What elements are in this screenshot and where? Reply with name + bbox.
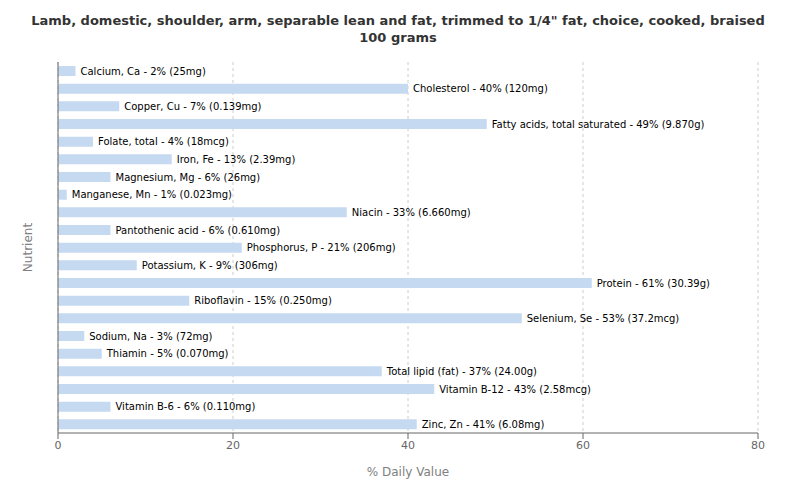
svg-text:Fatty acids, total saturated -: Fatty acids, total saturated - 49% (9.87… <box>492 119 705 130</box>
svg-text:60: 60 <box>576 439 590 452</box>
svg-text:Copper, Cu - 7% (0.139mg): Copper, Cu - 7% (0.139mg) <box>124 101 261 112</box>
svg-text:% Daily Value: % Daily Value <box>367 465 449 479</box>
html-text:Lamb, domestic, shoulder, arm,: Lamb, domestic, shoulder, arm, separable… <box>31 13 765 28</box>
svg-text:Riboflavin - 15% (0.250mg): Riboflavin - 15% (0.250mg) <box>194 295 332 306</box>
svg-text:Vitamin B-12 - 43% (2.58mcg): Vitamin B-12 - 43% (2.58mcg) <box>439 384 591 395</box>
svg-text:Nutrient: Nutrient <box>21 223 35 273</box>
svg-text:Protein - 61% (30.39g): Protein - 61% (30.39g) <box>597 278 710 289</box>
svg-text:Phosphorus, P - 21% (206mg): Phosphorus, P - 21% (206mg) <box>247 242 396 253</box>
svg-text:80: 80 <box>751 439 765 452</box>
html-text:100 grams: 100 grams <box>359 30 437 45</box>
svg-text:20: 20 <box>226 439 240 452</box>
svg-text:Niacin - 33% (6.660mg): Niacin - 33% (6.660mg) <box>352 207 471 218</box>
svg-text:Selenium, Se - 53% (37.2mcg): Selenium, Se - 53% (37.2mcg) <box>527 313 680 324</box>
svg-text:Vitamin B-6 - 6% (0.110mg): Vitamin B-6 - 6% (0.110mg) <box>116 401 256 412</box>
svg-text:0: 0 <box>55 439 62 452</box>
svg-text:Potassium, K - 9% (306mg): Potassium, K - 9% (306mg) <box>142 260 278 271</box>
svg-text:Total lipid (fat) - 37% (24.00: Total lipid (fat) - 37% (24.00g) <box>386 366 537 377</box>
svg-text:Thiamin - 5% (0.070mg): Thiamin - 5% (0.070mg) <box>106 348 229 359</box>
svg-text:Cholesterol - 40% (120mg): Cholesterol - 40% (120mg) <box>413 83 548 94</box>
svg-text:Magnesium, Mg - 6% (26mg): Magnesium, Mg - 6% (26mg) <box>116 172 261 183</box>
svg-text:40: 40 <box>401 439 415 452</box>
svg-text:Calcium, Ca - 2% (25mg): Calcium, Ca - 2% (25mg) <box>81 66 206 77</box>
svg-text:Pantothenic acid - 6% (0.610mg: Pantothenic acid - 6% (0.610mg) <box>116 225 281 236</box>
svg-text:Manganese, Mn - 1% (0.023mg): Manganese, Mn - 1% (0.023mg) <box>72 189 232 200</box>
svg-text:Sodium, Na - 3% (72mg): Sodium, Na - 3% (72mg) <box>89 331 212 342</box>
svg-text:Zinc, Zn - 41% (6.08mg): Zinc, Zn - 41% (6.08mg) <box>422 419 545 430</box>
svg-text:Folate, total - 4% (18mcg): Folate, total - 4% (18mcg) <box>98 136 229 147</box>
svg-text:Iron, Fe - 13% (2.39mg): Iron, Fe - 13% (2.39mg) <box>177 154 296 165</box>
